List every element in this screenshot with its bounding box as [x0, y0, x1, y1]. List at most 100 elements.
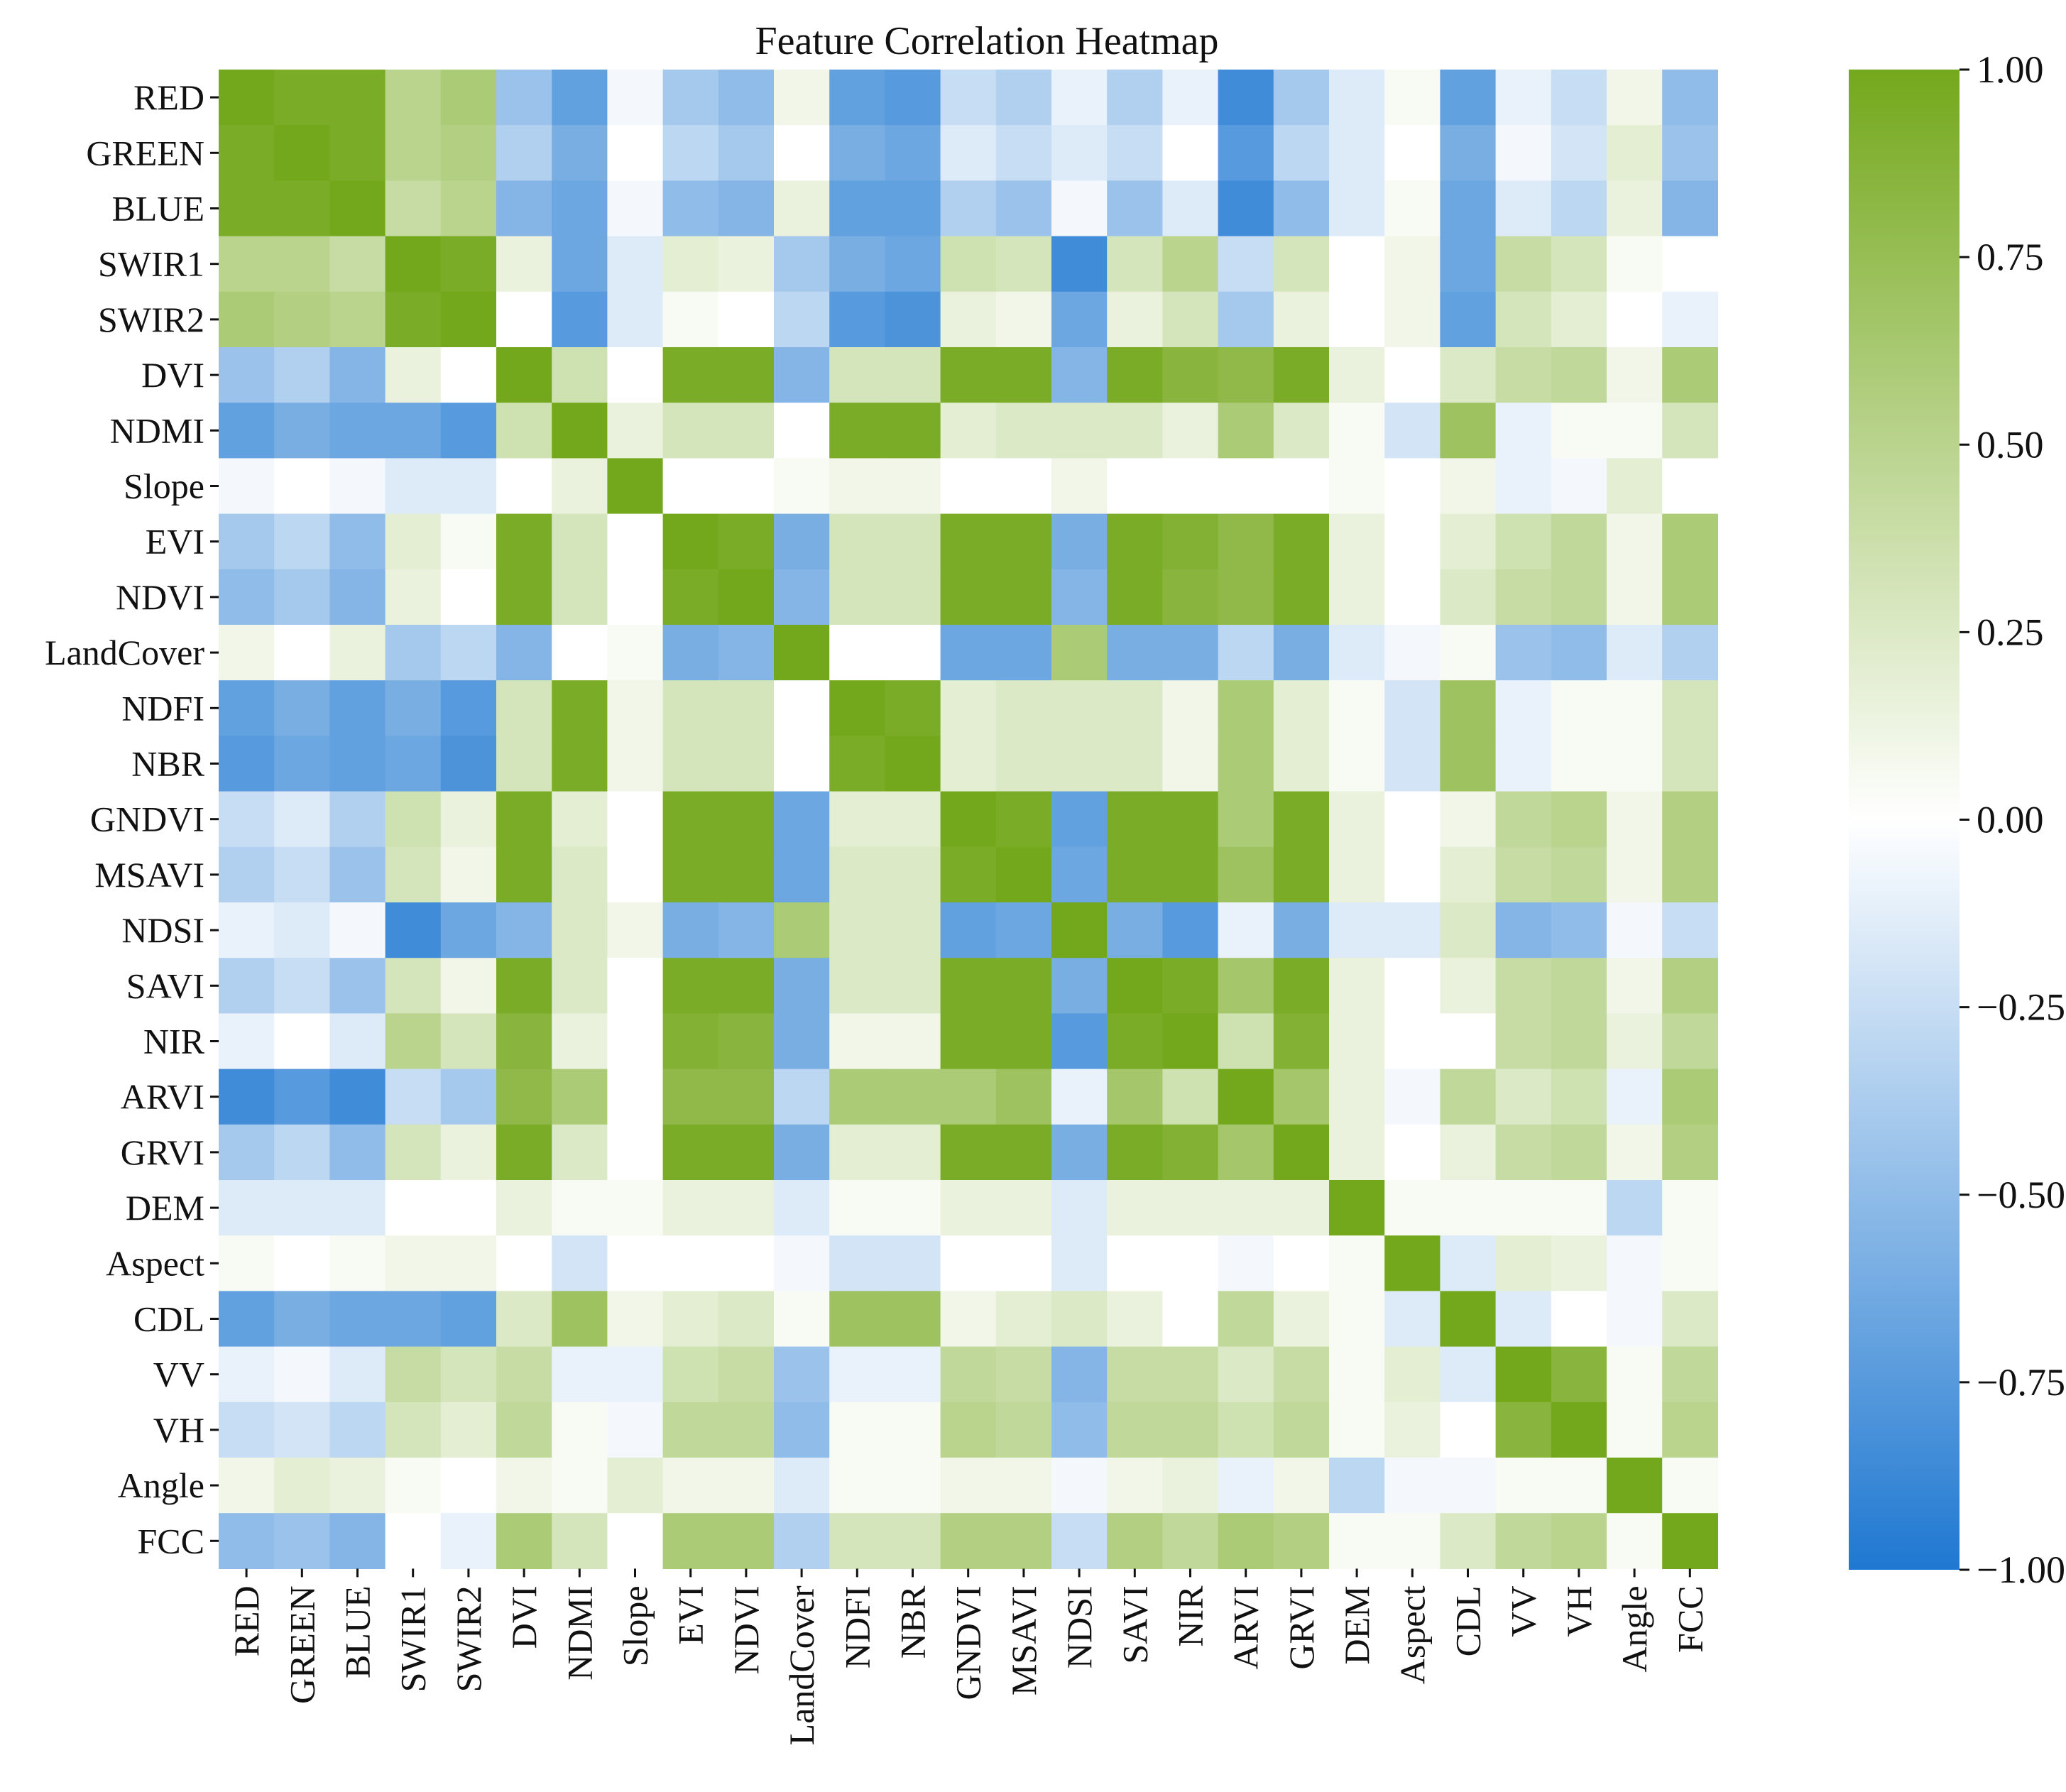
colorbar-tick-label: −0.75: [1977, 1361, 2065, 1404]
x-tick-label-NBR: NBR: [893, 1585, 933, 1659]
heatmap-cell-NDFI-CDL: [1440, 680, 1497, 736]
heatmap-cell-VV-DEM: [1329, 1346, 1385, 1403]
heatmap-cell-BLUE-NIR: [1162, 180, 1219, 237]
heatmap-cell-Slope-DEM: [1329, 458, 1385, 515]
chart-title: Feature Correlation Heatmap: [755, 19, 1218, 63]
heatmap-cell-VV-EVI: [662, 1346, 719, 1403]
y-tick-label-Aspect: Aspect: [106, 1243, 204, 1283]
heatmap-cell-GRVI-VV: [1495, 1124, 1552, 1181]
heatmap-cell-Slope-SAVI: [1107, 458, 1163, 515]
x-tick-label-DVI: DVI: [504, 1585, 544, 1649]
heatmap-cell-SWIR2-SWIR1: [385, 291, 442, 348]
heatmap-cell-NIR-NDFI: [829, 1013, 885, 1070]
heatmap-cell-SWIR2-BLUE: [329, 291, 386, 348]
heatmap-cell-RED-CDL: [1440, 70, 1497, 126]
heatmap-cell-BLUE-LandCover: [774, 180, 830, 237]
heatmap-cell-NDMI-GREEN: [274, 403, 330, 459]
heatmap-cell-NBR-NIR: [1162, 736, 1219, 792]
heatmap-cell-NIR-NDVI: [718, 1013, 775, 1070]
heatmap-cell-NIR-Angle: [1607, 1013, 1663, 1070]
heatmap-cell-NDFI-DVI: [496, 680, 552, 736]
colorbar-tick-label: 0.75: [1977, 236, 2044, 278]
heatmap-cell-SAVI-Slope: [607, 958, 664, 1014]
heatmap-cell-SWIR2-MSAVI: [995, 291, 1052, 348]
heatmap-cell-Slope-Slope: [607, 458, 664, 515]
heatmap-cell-NDSI-SAVI: [1107, 902, 1163, 958]
heatmap-cell-RED-EVI: [662, 70, 719, 126]
heatmap-cell-Slope-EVI: [662, 458, 719, 515]
heatmap-cell-VV-VV: [1495, 1346, 1552, 1403]
heatmap-cell-NDMI-SWIR2: [440, 403, 497, 459]
heatmap-cell-LandCover-GRVI: [1273, 625, 1330, 681]
heatmap-cell-DVI-GREEN: [274, 347, 330, 403]
heatmap-cell-ARVI-LandCover: [774, 1069, 830, 1125]
y-tick-label-FCC: FCC: [137, 1521, 204, 1561]
heatmap-cell-BLUE-Slope: [607, 180, 664, 237]
heatmap-cell-NDVI-NDSI: [1051, 569, 1108, 625]
heatmap-cell-NBR-MSAVI: [995, 736, 1052, 792]
heatmap-cell-SWIR1-LandCover: [774, 236, 830, 293]
heatmap-cell-VH-NBR: [885, 1402, 941, 1458]
heatmap-cell-DVI-MSAVI: [995, 347, 1052, 403]
heatmap-cell-Angle-NBR: [885, 1458, 941, 1514]
heatmap-cell-DVI-Slope: [607, 347, 664, 403]
heatmap-cell-ARVI-VV: [1495, 1069, 1552, 1125]
y-tick-label-NDSI: NDSI: [121, 910, 204, 950]
heatmap-cell-Slope-VH: [1551, 458, 1607, 515]
heatmap-cell-ARVI-GREEN: [274, 1069, 330, 1125]
heatmap-cell-DVI-RED: [219, 347, 275, 403]
heatmap-cell-ARVI-Slope: [607, 1069, 664, 1125]
heatmap-cell-RED-Angle: [1607, 70, 1663, 126]
heatmap-cell-NDFI-NIR: [1162, 680, 1219, 736]
heatmap-cell-SWIR2-FCC: [1662, 291, 1718, 348]
heatmap-cell-NBR-CDL: [1440, 736, 1497, 792]
heatmap-cell-FCC-Angle: [1607, 1513, 1663, 1569]
heatmap-cell-NDFI-NDVI: [718, 680, 775, 736]
heatmap-cell-NDSI-SWIR2: [440, 902, 497, 958]
heatmap-cell-DEM-NIR: [1162, 1180, 1219, 1236]
heatmap-cell-BLUE-SAVI: [1107, 180, 1163, 237]
heatmap-cell-DVI-VV: [1495, 347, 1552, 403]
colorbar-tick-label: −0.25: [1977, 986, 2065, 1029]
heatmap-cell-Angle-GRVI: [1273, 1458, 1330, 1514]
heatmap-cell-EVI-VV: [1495, 513, 1552, 570]
heatmap-cell-DVI-NDSI: [1051, 347, 1108, 403]
heatmap-cell-NBR-DEM: [1329, 736, 1385, 792]
heatmap-cell-GREEN-SWIR2: [440, 125, 497, 181]
heatmap-cell-NDSI-VV: [1495, 902, 1552, 958]
heatmap-cell-RED-VV: [1495, 70, 1552, 126]
heatmap-cell-Slope-NDSI: [1051, 458, 1108, 515]
heatmap-cell-SAVI-SAVI: [1107, 958, 1163, 1014]
heatmap-cell-DEM-GREEN: [274, 1180, 330, 1236]
heatmap-cell-NDMI-NIR: [1162, 403, 1219, 459]
heatmap-cell-DVI-DVI: [496, 347, 552, 403]
heatmap-cell-FCC-DVI: [496, 1513, 552, 1569]
heatmap-cell-GREEN-NIR: [1162, 125, 1219, 181]
y-tick-label-NBR: NBR: [131, 744, 204, 784]
heatmap-cell-VH-GREEN: [274, 1402, 330, 1458]
y-tick-label-DEM: DEM: [126, 1188, 204, 1228]
heatmap-cell-GNDVI-NIR: [1162, 791, 1219, 848]
heatmap-cell-DEM-SWIR1: [385, 1180, 442, 1236]
heatmap-cell-SAVI-NDMI: [552, 958, 608, 1014]
heatmap-cell-DVI-SWIR2: [440, 347, 497, 403]
heatmap-cell-RED-GREEN: [274, 70, 330, 126]
heatmap-cell-DVI-VH: [1551, 347, 1607, 403]
heatmap-cell-NIR-ARVI: [1218, 1013, 1274, 1070]
heatmap-cell-NBR-LandCover: [774, 736, 830, 792]
heatmap-cell-NDVI-NIR: [1162, 569, 1219, 625]
heatmap-cell-NDVI-NDVI: [718, 569, 775, 625]
heatmap-cell-Aspect-VH: [1551, 1235, 1607, 1291]
heatmap-cell-Slope-NDVI: [718, 458, 775, 515]
heatmap-cell-NIR-SWIR1: [385, 1013, 442, 1070]
heatmap-cell-VV-MSAVI: [995, 1346, 1052, 1403]
heatmap-cell-MSAVI-NBR: [885, 846, 941, 903]
heatmap-cell-NDVI-CDL: [1440, 569, 1497, 625]
heatmap-cell-FCC-CDL: [1440, 1513, 1497, 1569]
heatmap-cell-Angle-SAVI: [1107, 1458, 1163, 1514]
heatmap-cell-ARVI-ARVI: [1218, 1069, 1274, 1125]
heatmap-cell-Aspect-RED: [219, 1235, 275, 1291]
heatmap-cell-NDSI-GRVI: [1273, 902, 1330, 958]
heatmap-cell-CDL-NBR: [885, 1291, 941, 1348]
heatmap-cell-GNDVI-CDL: [1440, 791, 1497, 848]
